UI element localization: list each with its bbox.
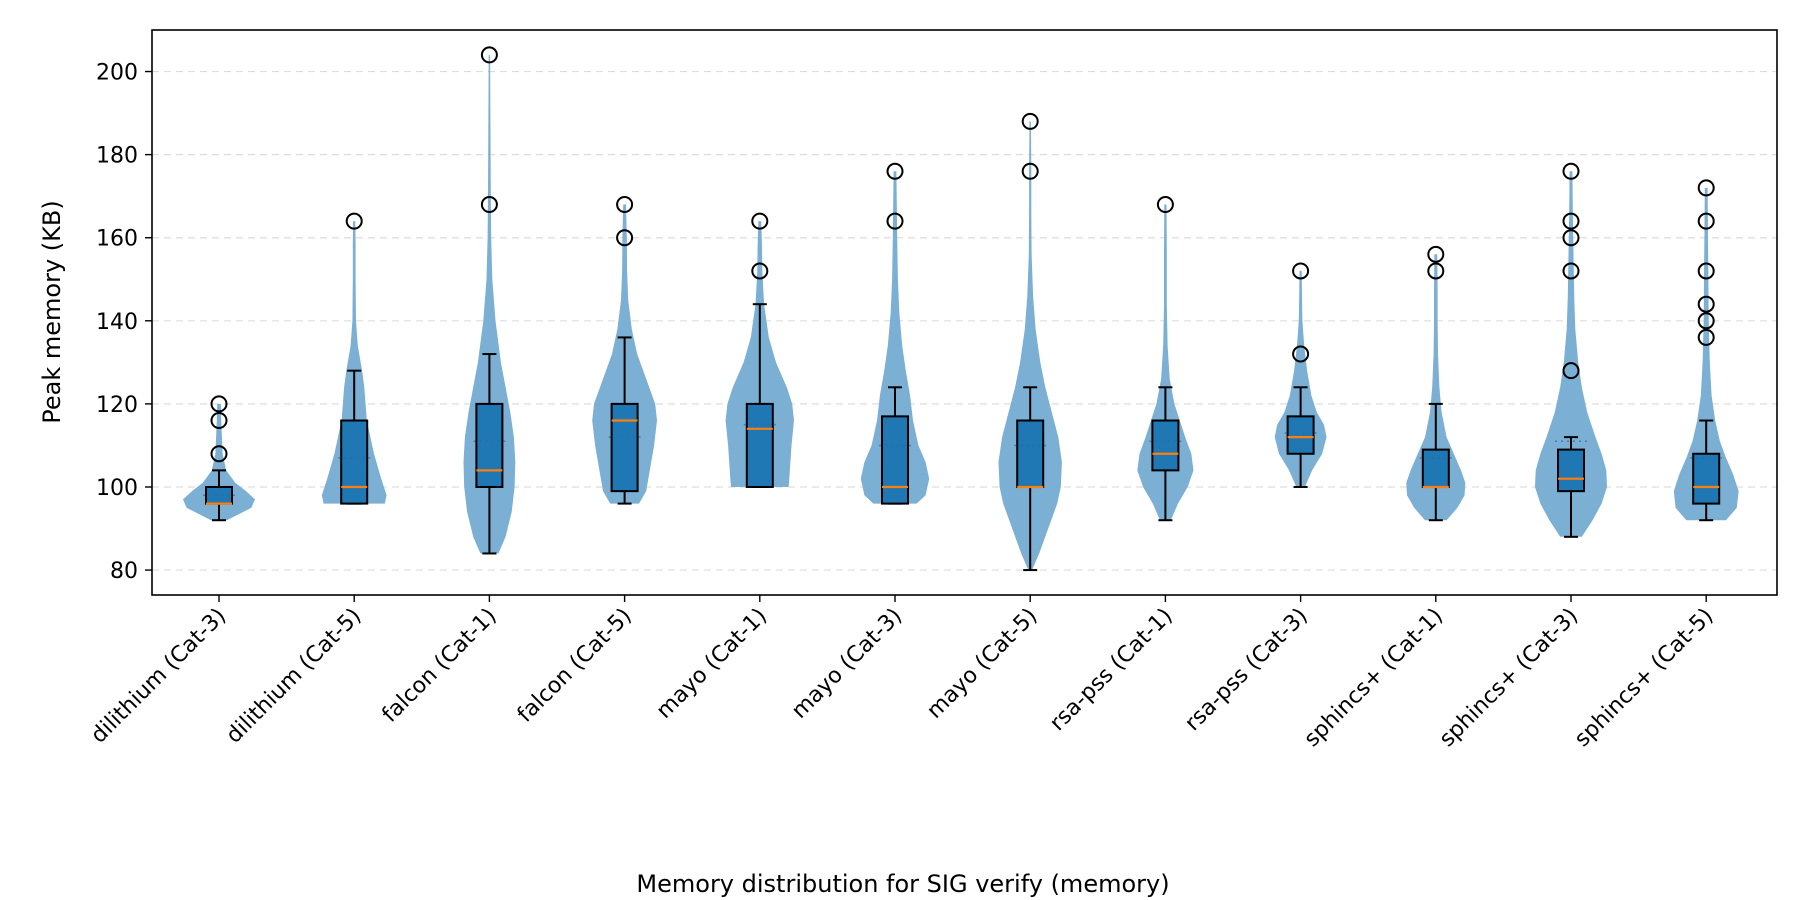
outlier-point [1562, 262, 1580, 280]
outlier-point [1427, 245, 1445, 263]
outlier-point [1562, 162, 1580, 180]
violin-body [1535, 171, 1607, 537]
outlier-point [480, 46, 498, 64]
box-iqr [881, 415, 909, 505]
violin-body [998, 121, 1062, 571]
y-axis: 80 100 120 140 160 180 200 [96, 61, 152, 584]
violin-body [1406, 254, 1466, 521]
outlier-point [886, 162, 904, 180]
box-iqr [340, 419, 369, 505]
y-tick-label: 80 [110, 559, 138, 584]
outlier-point [1697, 312, 1715, 330]
outlier-point [616, 229, 634, 247]
y-tick-label: 120 [96, 393, 138, 418]
outlier-point [1562, 212, 1580, 230]
outlier-point [616, 195, 634, 213]
y-grid-lines [152, 70, 1777, 571]
outlier-point [345, 212, 363, 230]
outlier-point [1156, 195, 1174, 213]
outlier-point [480, 195, 498, 213]
outlier-point [1021, 112, 1039, 130]
outlier-point [751, 212, 769, 230]
outlier-point [210, 412, 228, 430]
x-axis-label: Memory distribution for SIG verify (memo… [636, 870, 1169, 898]
outlier-point [1021, 162, 1039, 180]
plot-frame [151, 29, 1778, 596]
box-iqr [745, 402, 774, 488]
box-iqr [1151, 419, 1180, 472]
y-tick-label: 160 [96, 227, 138, 252]
outlier-point [1697, 328, 1715, 346]
outlier-point [1427, 262, 1445, 280]
outlier-point [1697, 295, 1715, 313]
y-tick-label: 200 [96, 61, 138, 86]
outlier-point [1697, 212, 1715, 230]
outlier-point [210, 395, 228, 413]
violin-body [860, 171, 930, 504]
outlier-point [751, 262, 769, 280]
outlier-point [1292, 345, 1310, 363]
boxplot-group [203, 46, 1723, 572]
box-iqr [1016, 419, 1045, 488]
outlier-point [1562, 229, 1580, 247]
box-iqr [1557, 448, 1585, 493]
box-iqr [1286, 415, 1315, 455]
outlier-point [886, 212, 904, 230]
outlier-point [210, 445, 228, 463]
outlier-point [1562, 362, 1580, 380]
outlier-point [1697, 179, 1715, 197]
outlier-point [1697, 262, 1715, 280]
y-tick-label: 100 [96, 476, 138, 501]
box-iqr [1692, 452, 1721, 505]
y-tick-label: 140 [96, 310, 138, 335]
violin-body [321, 221, 387, 504]
outlier-point [1292, 262, 1310, 280]
y-axis-label: Peak memory (KB) [38, 200, 66, 423]
y-tick-label: 180 [96, 144, 138, 169]
violin-body [1673, 187, 1739, 521]
box-iqr [610, 402, 639, 493]
box-iqr [1421, 448, 1450, 488]
box-iqr [475, 402, 504, 488]
